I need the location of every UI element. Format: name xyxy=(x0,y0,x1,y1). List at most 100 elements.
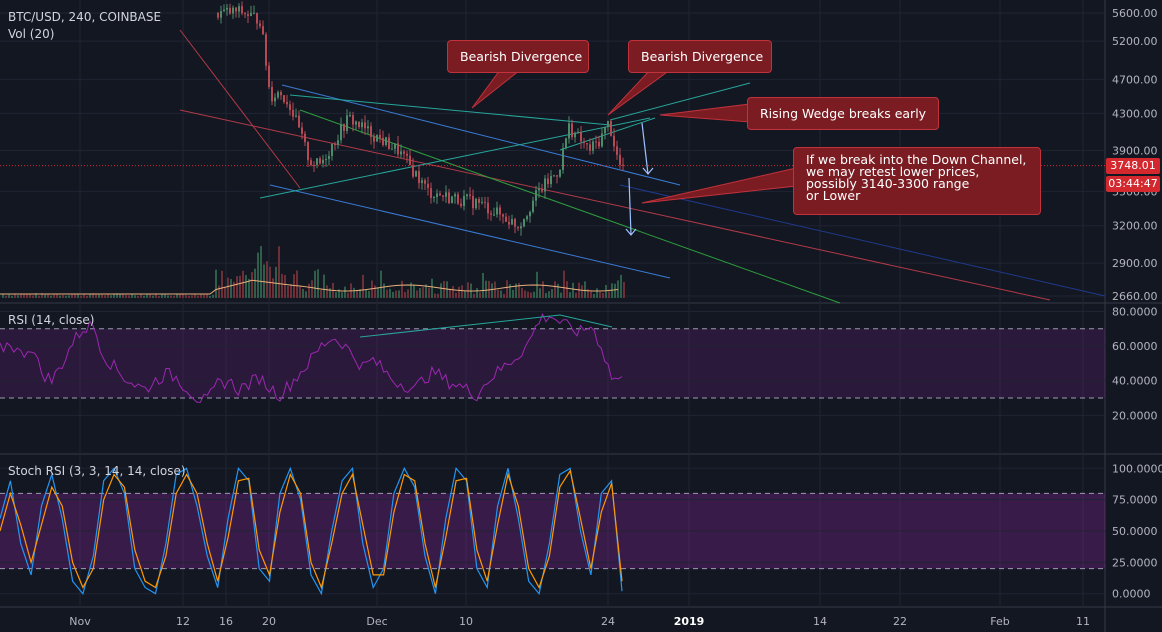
trend-line xyxy=(289,94,611,126)
candle-body xyxy=(553,175,555,177)
volume-bar xyxy=(605,285,607,298)
price-tick-label: 3900.00 xyxy=(1112,145,1158,158)
candle-body xyxy=(409,155,411,166)
candle-body xyxy=(448,192,450,204)
volume-bar xyxy=(17,295,19,298)
candle-body xyxy=(559,169,561,177)
candle-body xyxy=(571,123,573,138)
candle-body xyxy=(463,195,465,207)
volume-bar xyxy=(134,295,136,298)
candle-body xyxy=(616,146,618,155)
candle-body xyxy=(361,122,363,128)
volume-bar xyxy=(131,293,133,298)
candle-body xyxy=(613,135,615,147)
candle-body xyxy=(229,7,231,14)
volume-bar xyxy=(371,280,373,298)
rsi-tick-label: 80.0000 xyxy=(1112,305,1158,318)
candle-body xyxy=(274,97,276,102)
volume-bar xyxy=(281,273,283,298)
candle-body xyxy=(499,207,501,215)
volume-bar xyxy=(374,285,376,298)
callout-down-channel[interactable]: If we break into the Down Channel, we ma… xyxy=(793,147,1041,215)
volume-bar xyxy=(305,291,307,298)
volume-bar xyxy=(407,289,409,298)
volume-bar xyxy=(620,274,622,298)
volume-bar xyxy=(452,285,454,298)
volume-bar xyxy=(416,290,418,298)
candle-body xyxy=(589,144,591,151)
candle-body xyxy=(292,109,294,117)
candle-body xyxy=(250,12,252,16)
candle-body xyxy=(586,143,588,145)
candle-body xyxy=(244,13,246,15)
volume-bar xyxy=(335,292,337,298)
volume-bar xyxy=(236,276,238,298)
volume-bar xyxy=(365,289,367,298)
volume-bar xyxy=(575,292,577,298)
volume-bar xyxy=(566,281,568,298)
volume-bar xyxy=(338,289,340,298)
candle-body xyxy=(493,214,495,216)
candle-body xyxy=(601,133,603,147)
candle-body xyxy=(370,126,372,137)
volume-bar xyxy=(614,283,616,298)
candle-body xyxy=(565,138,567,149)
volume-bar xyxy=(590,291,592,298)
candle-body xyxy=(478,198,480,203)
callout-bearish-divergence-2[interactable]: Bearish Divergence xyxy=(628,40,772,73)
volume-bar xyxy=(98,294,100,298)
candle-body xyxy=(445,192,447,197)
candle-body xyxy=(574,132,576,138)
stoch-tick-label: 0.0000 xyxy=(1112,588,1151,601)
volume-bar xyxy=(512,289,514,298)
projection-arrow-1-head xyxy=(642,167,654,175)
trend-line xyxy=(269,184,671,279)
callout-bearish-divergence-1[interactable]: Bearish Divergence xyxy=(447,40,589,73)
volume-bar xyxy=(413,284,415,298)
candle-body xyxy=(310,160,312,165)
candle-body xyxy=(568,123,570,139)
volume-bar xyxy=(14,294,16,298)
candle-body xyxy=(286,102,288,105)
volume-bar xyxy=(311,280,313,298)
volume-bar xyxy=(254,268,256,298)
candle-body xyxy=(529,211,531,217)
candle-body xyxy=(283,95,285,103)
candle-body xyxy=(532,200,534,212)
volume-bar xyxy=(203,294,205,298)
volume-bar xyxy=(545,293,547,298)
candle-body xyxy=(295,115,297,117)
trend-line xyxy=(259,117,651,199)
volume-bar xyxy=(458,286,460,298)
x-tick-label: Dec xyxy=(366,615,387,628)
volume-bar xyxy=(419,287,421,298)
volume-bar xyxy=(68,295,70,298)
volume-bar xyxy=(317,269,319,298)
volume-bar xyxy=(392,291,394,298)
x-tick-label: 2019 xyxy=(674,615,705,628)
rsi-legend: RSI (14, close) xyxy=(8,313,95,327)
candle-body xyxy=(379,134,381,138)
volume-bar xyxy=(215,269,217,298)
trend-line xyxy=(179,109,1051,301)
stoch-tick-label: 50.0000 xyxy=(1112,525,1158,538)
volume-bar xyxy=(86,295,88,298)
volume-bar xyxy=(65,295,67,298)
volume-bar xyxy=(467,282,469,298)
volume-bar xyxy=(623,281,625,298)
volume-bar xyxy=(50,295,52,298)
candle-body xyxy=(394,143,396,149)
volume-bar xyxy=(506,280,508,298)
projection-arrow-2 xyxy=(628,177,632,236)
candle-body xyxy=(418,171,420,184)
candle-body xyxy=(433,197,435,199)
rsi-divergence-line-2 xyxy=(559,314,613,328)
candle-body xyxy=(316,158,318,166)
volume-bar xyxy=(608,291,610,298)
candle-body xyxy=(466,194,468,196)
candle-body xyxy=(430,188,432,198)
volume-bar xyxy=(368,290,370,298)
callout-rising-wedge[interactable]: Rising Wedge breaks early xyxy=(747,97,939,130)
candle-body xyxy=(451,196,453,204)
